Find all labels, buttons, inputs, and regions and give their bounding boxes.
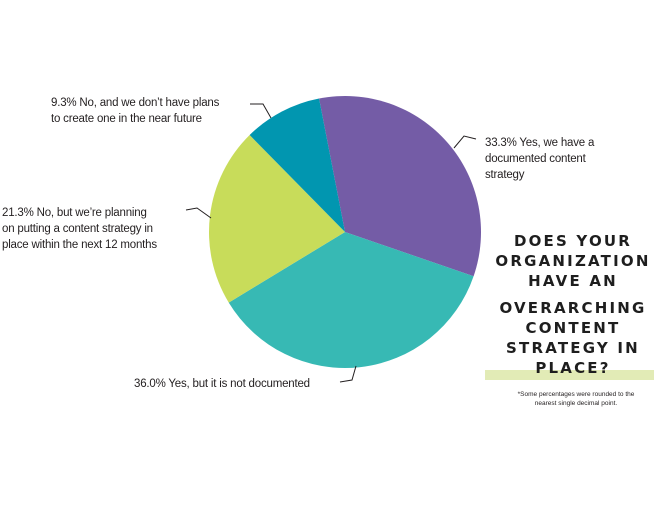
title-line: PLACE?	[535, 359, 611, 377]
leader-line-yes-documented	[453, 135, 477, 149]
slice-label-no-planning: 21.3% No, but we’re planning on putting …	[2, 207, 157, 251]
slice-label-no-plans: 9.3% No, and we don’t have plans to crea…	[51, 97, 220, 125]
chart-title: DOES YOUR ORGANIZATION HAVE AN OVERARCHI…	[478, 231, 668, 378]
title-line: CONTENT	[525, 319, 621, 337]
pie-slice-0	[319, 96, 481, 277]
title-line: ORGANIZATION	[495, 252, 651, 270]
slice-label-yes-documented: 33.3% Yes, we have a documented content …	[485, 137, 595, 181]
leader-line-yes-not-documented	[339, 365, 357, 383]
pie-slice-1	[228, 232, 474, 368]
title-line: OVERARCHING	[499, 299, 647, 317]
leader-line-no-planning	[185, 207, 212, 219]
pie-slice-3	[249, 98, 345, 232]
leader-line-no-plans	[250, 103, 272, 119]
slice-label-yes-not-documented: 36.0% Yes, but it is not documented	[134, 378, 310, 390]
footnote: *Some percentages were rounded to the ne…	[517, 391, 635, 407]
title-line: HAVE AN	[528, 272, 618, 290]
pie-slice-2	[209, 135, 345, 303]
title-line: STRATEGY IN	[506, 339, 640, 357]
title-highlight-bar	[485, 370, 654, 380]
title-line: DOES YOUR	[513, 232, 633, 250]
